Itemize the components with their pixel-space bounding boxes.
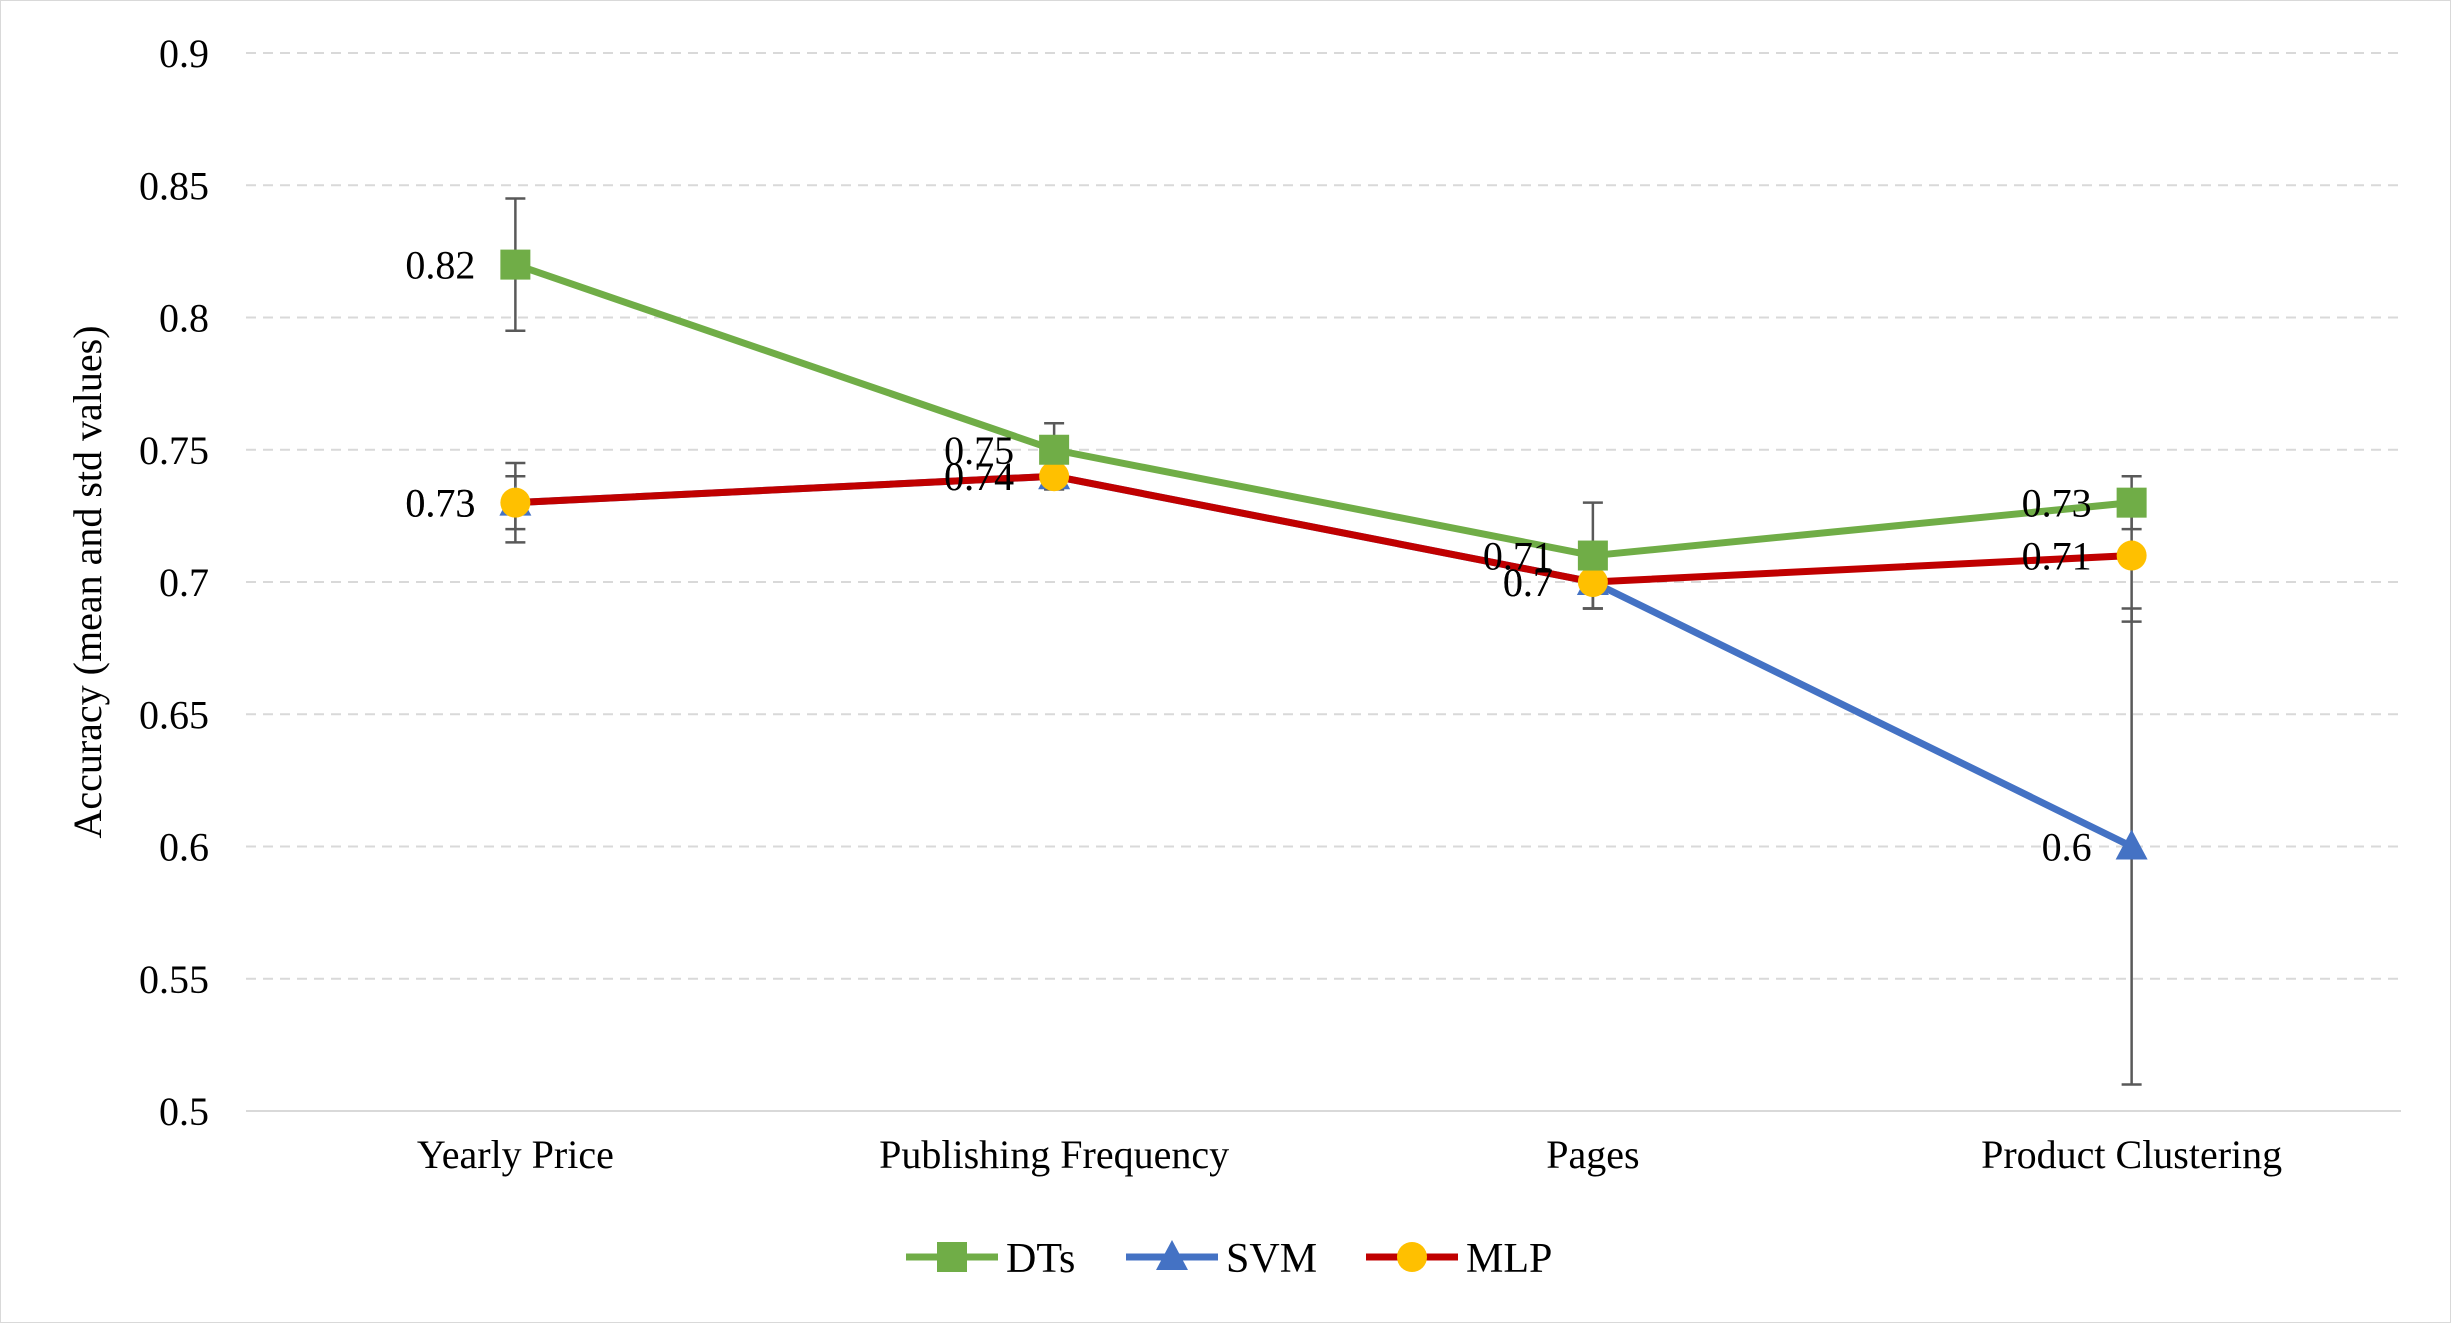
data-label: 0.71	[2022, 534, 2092, 579]
data-labels: 0.820.750.710.730.730.740.70.60.730.740.…	[405, 243, 2091, 870]
error-bars	[505, 197, 2142, 1086]
data-label: 0.73	[2022, 481, 2092, 526]
y-tick-label: 0.6	[159, 825, 209, 870]
legend-item-dts: DTs	[906, 1236, 1075, 1282]
data-label: 0.74	[944, 454, 1014, 499]
circle-marker	[500, 487, 531, 518]
y-tick-label: 0.7	[159, 560, 209, 605]
square-marker	[1577, 540, 1608, 571]
y-tick-label: 0.75	[139, 428, 209, 473]
gridlines	[246, 52, 2401, 980]
y-tick-label: 0.55	[139, 957, 209, 1002]
legend-item-svm: SVM	[1126, 1236, 1317, 1282]
square-marker	[937, 1242, 967, 1272]
x-tick-labels: Yearly Price Publishing Frequency Pages Pro…	[417, 1132, 2282, 1177]
x-tick-label: Pages	[1546, 1132, 1639, 1177]
y-tick-label: 0.65	[139, 692, 209, 737]
y-axis-title: Accuracy (mean and std values)	[65, 325, 110, 838]
y-tick-labels: 0.5 0.55 0.6 0.65 0.7 0.75 0.8 0.85 0.9	[139, 31, 209, 1134]
x-tick-label: Product Clustering	[1981, 1132, 2282, 1177]
series-markers	[499, 249, 2148, 860]
triangle-marker	[2115, 829, 2148, 860]
data-label: 0.82	[405, 243, 475, 288]
data-label: 0.7	[1503, 560, 1553, 605]
legend-label: DTs	[1006, 1236, 1075, 1282]
square-marker	[2116, 487, 2147, 518]
series-line-dts	[511, 261, 2136, 560]
legend-label: SVM	[1226, 1236, 1317, 1282]
y-tick-label: 0.8	[159, 296, 209, 341]
square-marker	[1039, 434, 1070, 465]
circle-marker	[1577, 567, 1608, 597]
data-label: 0.71	[1483, 534, 1553, 579]
data-label: 0.74	[944, 454, 1014, 499]
series-lines	[511, 261, 2136, 850]
y-tick-label: 0.5	[159, 1089, 209, 1134]
x-tick-label: Publishing Frequency	[879, 1132, 1229, 1177]
circle-marker	[2116, 540, 2147, 571]
legend: DTs SVM MLP	[906, 1236, 1552, 1282]
data-label: 0.7	[1503, 560, 1553, 605]
series-line-mlp	[511, 472, 2136, 586]
data-label: 0.6	[2042, 825, 2092, 870]
data-label: 0.73	[405, 481, 475, 526]
legend-item-mlp: MLP	[1366, 1236, 1552, 1282]
circle-marker	[1039, 461, 1070, 492]
data-label: 0.73	[405, 481, 475, 526]
x-tick-label: Yearly Price	[417, 1132, 614, 1177]
circle-marker	[1397, 1242, 1427, 1272]
square-marker	[500, 249, 531, 280]
legend-label: MLP	[1466, 1236, 1552, 1282]
triangle-marker	[1156, 1240, 1188, 1270]
y-tick-label: 0.85	[139, 163, 209, 208]
y-tick-label: 0.9	[159, 31, 209, 76]
data-label: 0.75	[944, 428, 1014, 473]
